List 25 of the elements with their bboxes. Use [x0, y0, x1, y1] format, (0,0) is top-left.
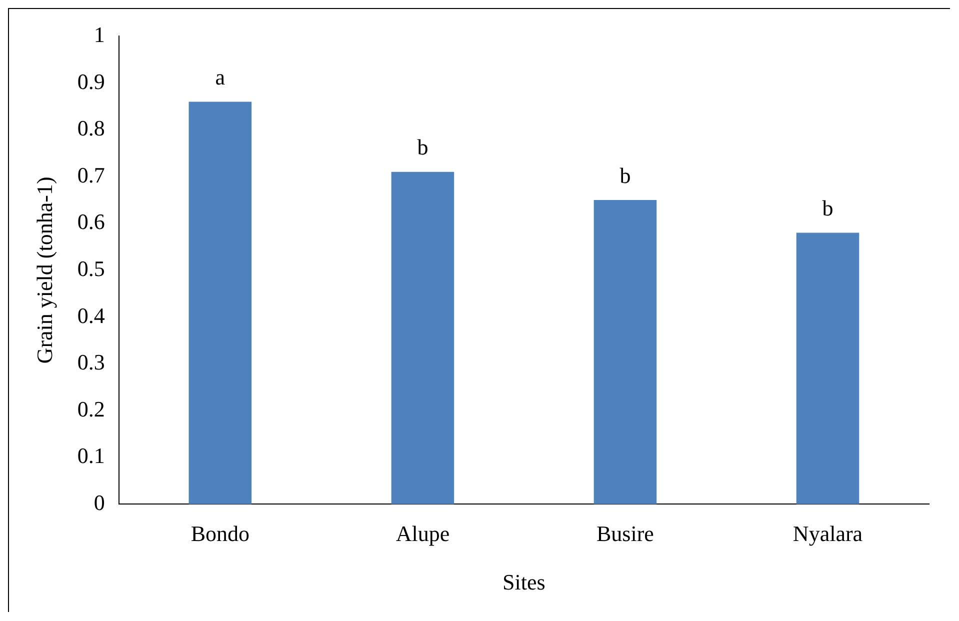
y-tick-label: 0.5: [77, 256, 105, 281]
y-tick-label: 0.9: [77, 68, 105, 94]
y-tick-label: 0.7: [77, 162, 105, 188]
x-tick-label: Nyalara: [792, 521, 863, 546]
x-tick-label: Bondo: [190, 521, 250, 546]
bar: [796, 232, 860, 504]
y-tick-label: 0.3: [77, 350, 105, 375]
y-tick-label: 1: [94, 22, 105, 47]
bar: [391, 172, 454, 504]
annotation: a: [215, 64, 226, 90]
x-tick-label: Alupe: [396, 521, 450, 546]
y-tick-label: 0.4: [77, 302, 105, 328]
x-axis-title: Sites: [502, 570, 546, 595]
bar: [188, 102, 252, 504]
annotation: b: [620, 162, 631, 188]
y-tick-label: 0.1: [77, 443, 105, 468]
bar: [594, 200, 657, 504]
y-tick-label: 0: [94, 490, 105, 515]
y-tick-label: 0.2: [77, 396, 105, 422]
y-tick-label: 0.6: [77, 209, 105, 234]
annotation: b: [822, 196, 834, 221]
y-tick-label: 0.8: [77, 116, 105, 141]
x-tick-label: Busire: [596, 521, 654, 546]
annotation: b: [417, 134, 428, 160]
y-axis-title: Grain yield (tonha-1): [32, 176, 57, 364]
